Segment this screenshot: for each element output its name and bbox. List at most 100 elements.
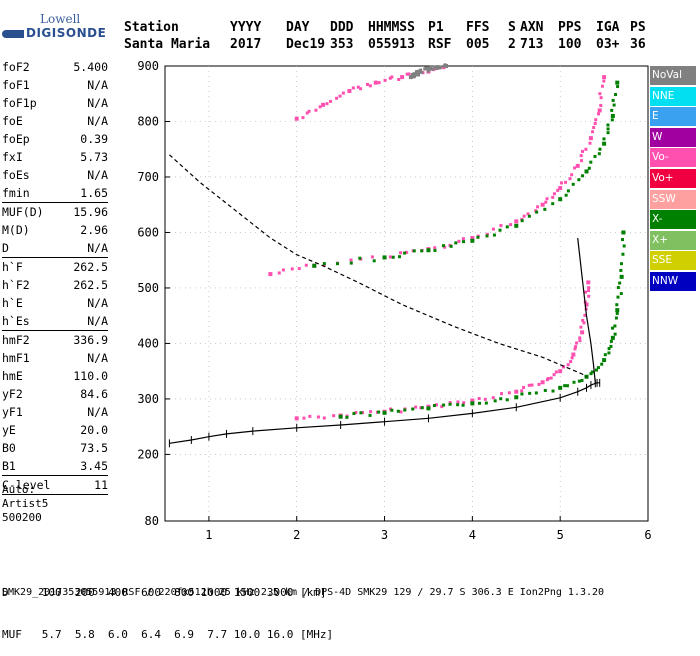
echo-point — [544, 200, 548, 204]
echo-point — [580, 378, 584, 382]
echo-point — [606, 131, 610, 135]
param-value: 20.0 — [80, 423, 108, 437]
muf-row: MUF 5.7 5.8 6.0 6.4 6.9 7.7 10.0 16.0 [M… — [2, 628, 334, 641]
echo-point — [433, 248, 437, 252]
header-value: Dec19 — [286, 37, 326, 52]
echo-point — [581, 174, 585, 178]
echo-point — [426, 406, 431, 411]
header-value: 100 — [558, 37, 582, 52]
echo-point — [568, 177, 572, 181]
echo-point — [297, 267, 301, 271]
echo-point — [417, 73, 421, 77]
echo-point — [607, 351, 611, 355]
echo-point — [558, 186, 563, 191]
echo-point — [290, 267, 294, 271]
echo-point — [441, 244, 445, 248]
echo-point — [618, 281, 622, 285]
x-tick-label: 2 — [293, 528, 300, 542]
echo-point — [308, 414, 312, 418]
echo-point — [305, 111, 309, 115]
echo-point — [543, 207, 547, 211]
echo-point — [449, 244, 453, 248]
echo-point — [602, 137, 606, 141]
param-value: 110.0 — [73, 369, 108, 383]
echo-point — [470, 238, 475, 243]
echo-point — [584, 302, 589, 307]
param-separator — [2, 475, 108, 476]
echo-point — [537, 382, 541, 386]
echo-point — [370, 255, 374, 259]
echo-point — [484, 401, 488, 405]
echo-point — [505, 398, 509, 402]
echo-point — [610, 108, 614, 112]
legend-item: NNE — [650, 86, 696, 106]
echo-point — [565, 384, 569, 388]
param-value: 84.6 — [80, 387, 108, 401]
echo-point — [448, 401, 452, 405]
param-key: foF1p — [2, 96, 37, 110]
echo-point — [377, 81, 381, 85]
echo-point — [397, 77, 401, 81]
param-row: h`E N/A — [2, 294, 110, 312]
echo-point — [390, 408, 394, 412]
param-value: N/A — [87, 96, 108, 110]
autoscaling-info: Auto: Artist5 500200 — [2, 483, 48, 525]
header-value: Santa Maria — [124, 37, 211, 52]
echo-point — [606, 123, 610, 127]
logo-bar — [2, 30, 24, 38]
legend-item: W — [650, 127, 696, 147]
param-value: 336.9 — [73, 333, 108, 347]
echo-point — [596, 366, 600, 370]
param-row: yF2 84.6 — [2, 385, 110, 403]
param-value: 1.65 — [80, 186, 108, 200]
legend-item: SSW — [650, 189, 696, 209]
echo-point — [462, 240, 466, 244]
param-value: 73.5 — [80, 441, 108, 455]
header-label: PPS — [558, 20, 582, 35]
echo-point — [391, 255, 395, 259]
echo-point — [382, 410, 387, 415]
echo-point — [483, 397, 487, 401]
param-key: hmE — [2, 369, 23, 383]
echo-point — [302, 416, 306, 420]
y-tick-label: 900 — [137, 59, 159, 73]
echo-point — [435, 65, 440, 70]
echo-point — [440, 405, 444, 409]
param-value: 3.45 — [80, 459, 108, 473]
echo-point — [312, 263, 317, 268]
echo-point — [598, 147, 602, 151]
param-row: B1 3.45 — [2, 457, 110, 475]
echo-point — [301, 116, 305, 120]
trace-curve — [169, 382, 600, 444]
echo-point — [335, 96, 339, 100]
echo-point — [613, 324, 617, 328]
echo-point — [456, 400, 460, 404]
echo-point — [470, 401, 475, 406]
auto-line: Auto: — [2, 483, 36, 496]
echo-point — [403, 251, 407, 255]
echo-point — [602, 141, 607, 146]
echo-point — [372, 259, 376, 263]
echo-point — [411, 407, 415, 411]
echo-point — [580, 330, 585, 335]
header-label: YYYY — [230, 20, 262, 35]
echo-point — [368, 413, 372, 417]
echo-point — [433, 65, 437, 69]
param-row: D N/A — [2, 239, 110, 257]
header-label: IGA — [596, 20, 620, 35]
header-value: 005 — [466, 37, 490, 52]
echo-point — [589, 372, 593, 376]
echo-point — [382, 255, 387, 260]
param-row: yE 20.0 — [2, 421, 110, 439]
echo-point — [399, 410, 403, 414]
echo-point — [520, 392, 524, 396]
echo-point — [514, 389, 519, 394]
digisonde-logo: Lowell DIGISONDE — [2, 6, 122, 46]
echo-point — [514, 219, 519, 224]
header-value: 03+ — [596, 37, 620, 52]
echo-point — [403, 408, 407, 412]
param-separator — [2, 202, 108, 203]
echo-point — [588, 141, 592, 145]
echo-point — [397, 255, 401, 259]
echo-point — [600, 362, 604, 366]
